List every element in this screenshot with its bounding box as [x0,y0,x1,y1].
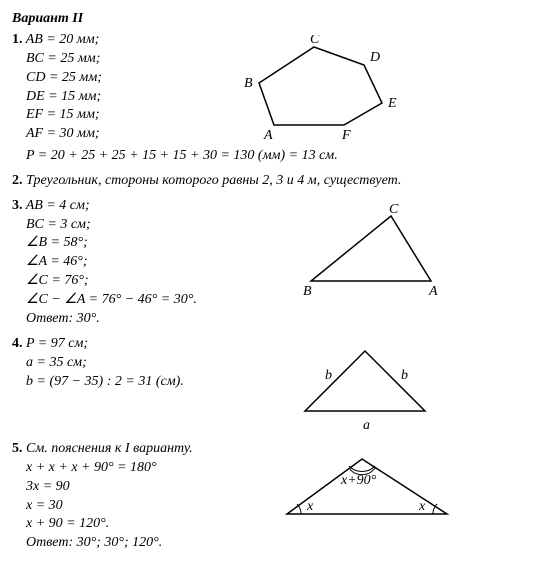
p3-answer: Ответ: 30°. [12,310,197,329]
p1-l1: BC = 25 мм; [12,50,102,69]
heading: Вариант II [12,10,546,29]
svg-text:E: E [387,96,397,111]
triangle-figure-2: b b a [285,339,445,434]
svg-text:b: b [401,368,408,383]
p5-intro: См. пояснения к I варианту. [26,441,193,456]
svg-text:B: B [303,284,312,299]
p5-answer: Ответ: 30°; 30°; 120°. [12,534,193,553]
p1-l4: EF = 15 мм; [12,106,102,125]
p5-l2: x = 30 [12,497,193,516]
p1-l5: AF = 30 мм; [12,125,102,144]
hexagon-figure: A B C D E F [224,35,424,145]
p1-l3: DE = 15 мм; [12,88,102,107]
p5-l0: x + x + x + 90° = 180° [12,459,193,478]
svg-text:C: C [310,35,320,47]
p5-l3: x + 90 = 120°. [12,515,193,534]
p3-l0: AB = 4 см; [26,198,90,213]
p3-l4: ∠C = 76°; [12,272,197,291]
p4-l2: b = (97 − 35) : 2 = 31 (см). [12,373,184,392]
svg-text:C: C [389,202,399,217]
problem-5: 5. См. пояснения к I варианту. x + x + x… [12,440,546,553]
p3-l3: ∠A = 46°; [12,253,197,272]
p1-result: P = 20 + 25 + 25 + 15 + 15 + 30 = 130 (м… [12,147,546,166]
p3-l5: ∠C − ∠A = 76° − 46° = 30°. [12,291,197,310]
problem-2: 2. Треугольник, стороны которого равны 2… [12,172,546,191]
svg-text:b: b [325,368,332,383]
problem-1: 1. AB = 20 мм; BC = 25 мм; CD = 25 мм; D… [12,31,546,166]
p4-num: 4. [12,336,23,351]
svg-text:x: x [418,499,426,514]
triangle-figure-1: B A C [281,201,461,301]
problem-4: 4. P = 97 см; a = 35 см; b = (97 − 35) :… [12,335,546,434]
p3-num: 3. [12,198,23,213]
p3-l1: BC = 3 см; [12,216,197,235]
problem-3: 3. AB = 4 см; BC = 3 см; ∠B = 58°; ∠A = … [12,197,546,329]
svg-text:A: A [263,128,273,143]
svg-text:B: B [244,76,253,91]
p5-num: 5. [12,441,23,456]
svg-text:x: x [306,499,314,514]
svg-text:A: A [428,284,438,299]
p3-l2: ∠B = 58°; [12,234,197,253]
p2-text: Треугольник, стороны которого равны 2, 3… [26,173,401,188]
p1-l2: CD = 25 мм; [12,69,102,88]
svg-text:D: D [369,50,380,65]
p4-l1: a = 35 см; [12,354,184,373]
p1-num: 1. [12,32,23,47]
triangle-figure-3: x+90° x x [277,444,462,529]
svg-text:a: a [363,418,370,433]
svg-text:F: F [341,128,351,143]
p4-l0: P = 97 см; [26,336,88,351]
p5-l1: 3x = 90 [12,478,193,497]
p2-num: 2. [12,173,23,188]
p1-l0: AB = 20 мм; [26,32,100,47]
svg-text:x+90°: x+90° [340,473,377,488]
